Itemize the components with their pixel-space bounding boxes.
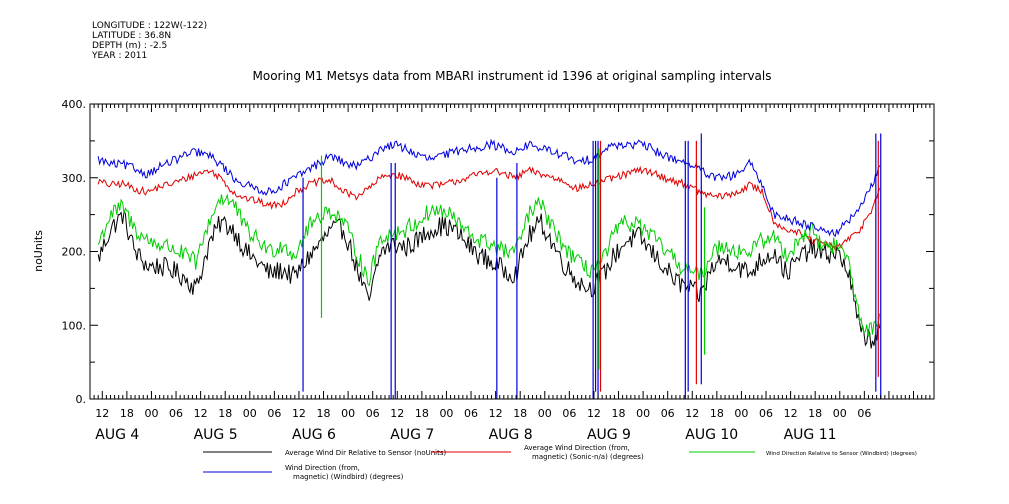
y-tick-label: 400. [62,98,87,111]
x-day-label: AUG 4 [95,427,139,443]
x-hour-label: 18 [120,407,134,420]
series-line-4 [97,138,881,238]
x-hour-label: 12 [95,407,109,420]
chart-title: Mooring M1 Metsys data from MBARI instru… [253,69,772,83]
year-text: YEAR : 2011 [92,51,148,61]
x-hour-label: 06 [562,407,576,420]
x-hour-label: 18 [513,407,527,420]
x-hour-label: 00 [734,407,748,420]
legend-label-2: magnetic) (Sonic-n/a) (degrees) [532,453,644,461]
metadata-block: LONGITUDE : 122W(-122) LATITUDE : 36.8N … [92,21,207,61]
y-axis-label: noUnits [32,230,45,272]
x-hour-label: 00 [833,407,847,420]
x-day-label: AUG 9 [587,427,631,443]
x-day-label: AUG 5 [194,427,238,443]
x-hour-label: 18 [415,407,429,420]
x-day-label: AUG 7 [390,427,434,443]
x-hour-label: 18 [808,407,822,420]
x-hour-label: 06 [759,407,773,420]
latitude-text: LATITUDE : 36.8N [92,31,172,41]
x-hour-label: 00 [341,407,355,420]
legend-label-2: Average Wind Direction (from, [524,444,630,452]
series-line-1 [97,209,881,349]
x-hour-label: 06 [366,407,380,420]
x-hour-label: 06 [169,407,183,420]
x-hour-label: 06 [857,407,871,420]
x-hour-label: 00 [144,407,158,420]
series-line-2 [97,165,881,252]
x-day-label: AUG 10 [685,427,738,443]
x-day-label: AUG 8 [489,427,533,443]
legend-label-1: Average Wind Dir Relative to Sensor (noU… [285,449,446,457]
x-hour-label: 18 [317,407,331,420]
x-hour-label: 18 [612,407,626,420]
x-hour-label: 06 [267,407,281,420]
y-tick-label: 100. [62,319,87,332]
longitude-text: LONGITUDE : 122W(-122) [92,21,208,31]
x-hour-label: 00 [636,407,650,420]
x-hour-label: 12 [292,407,306,420]
x-hour-label: 18 [218,407,232,420]
x-day-label: AUG 6 [292,427,336,443]
x-hour-label: 00 [439,407,453,420]
legend-label-4: magnetic) (Windbird) (degrees) [293,473,404,481]
y-tick-label: 300. [62,172,87,185]
legend: Average Wind Dir Relative to Sensor (noU… [203,444,917,481]
series-line-3 [97,193,881,338]
x-hour-label: 12 [489,407,503,420]
legend-label-4: Wind Direction (from, [285,464,360,472]
x-day-label: AUG 11 [784,427,837,443]
x-hour-label: 12 [194,407,208,420]
x-hour-label: 18 [710,407,724,420]
x-hour-label: 06 [661,407,675,420]
x-hour-label: 12 [685,407,699,420]
depth-text: DEPTH (m) : -2.5 [92,41,168,51]
x-hour-label: 00 [538,407,552,420]
legend-label-3: Wind Direction Relative to Sensor (Windb… [766,451,917,457]
plot-frame [89,103,935,400]
x-hour-label: 12 [587,407,601,420]
x-hour-label: 06 [464,407,478,420]
axes: 0. 100. 200. 300. 400. 12 18 00 06 12 18 00 06 12 18 00… [62,98,934,443]
x-hour-label: 00 [243,407,257,420]
plot-area [97,133,882,399]
y-tick-label: 0. [76,393,87,406]
y-tick-label: 200. [62,246,87,259]
x-hour-label: 12 [784,407,798,420]
x-hour-label: 12 [390,407,404,420]
